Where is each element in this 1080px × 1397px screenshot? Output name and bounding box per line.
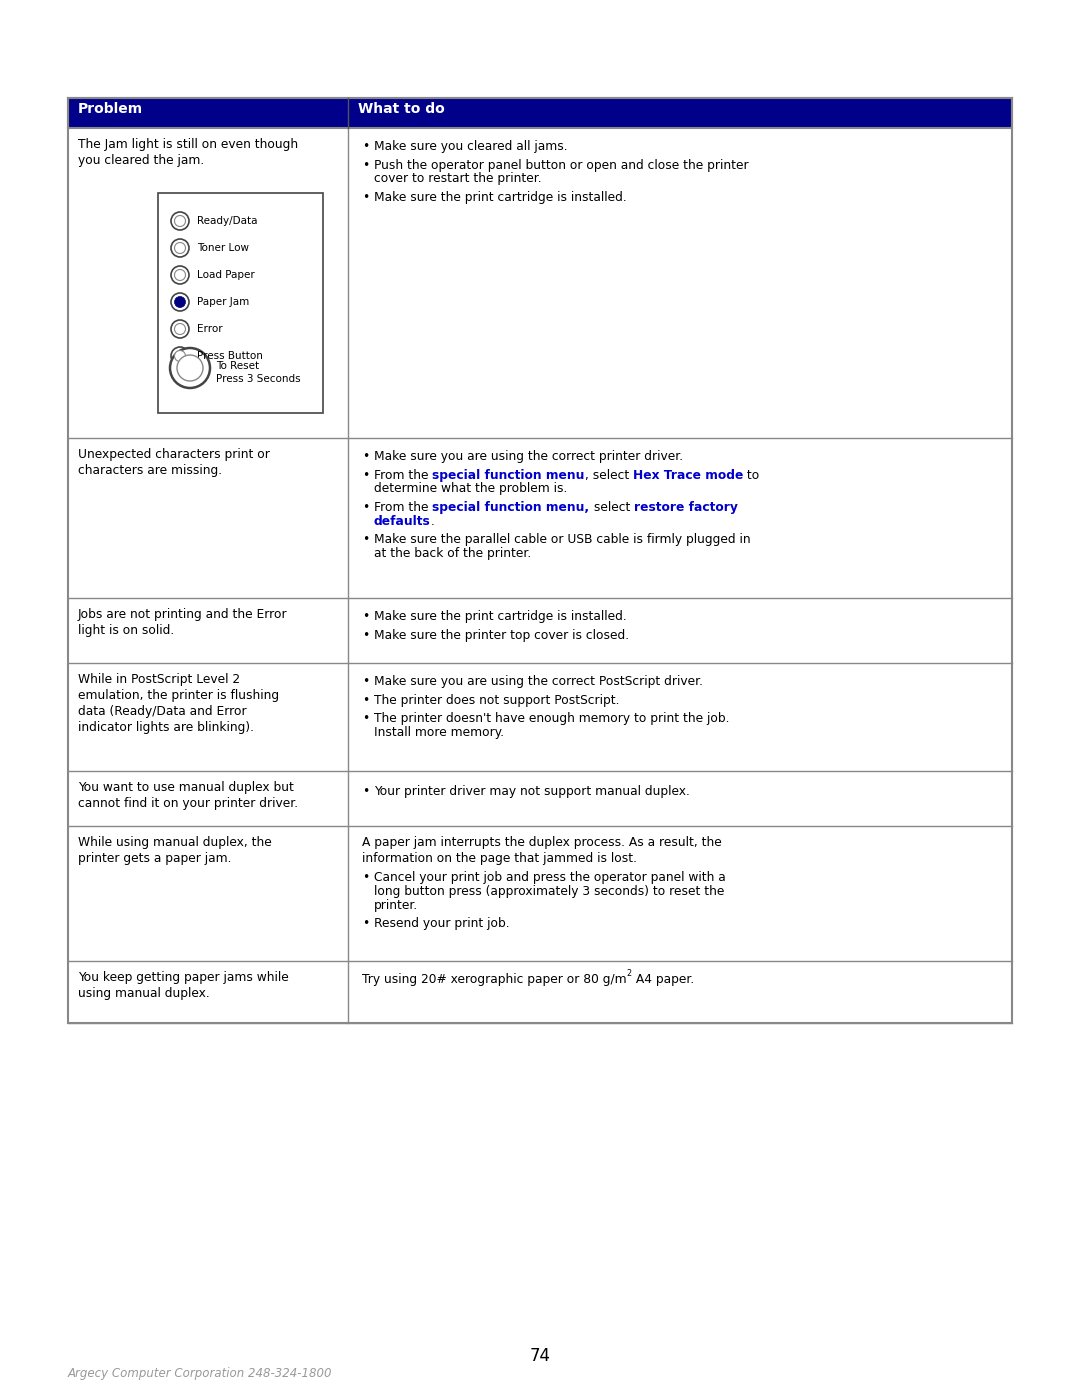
Text: •: •	[362, 159, 369, 172]
Text: From the: From the	[374, 468, 432, 482]
Text: While in PostScript Level 2
emulation, the printer is flushing
data (Ready/Data : While in PostScript Level 2 emulation, t…	[78, 673, 279, 733]
Text: defaults: defaults	[374, 514, 431, 528]
Text: •: •	[362, 534, 369, 546]
Circle shape	[175, 351, 186, 362]
Text: Paper Jam: Paper Jam	[197, 298, 249, 307]
Circle shape	[171, 212, 189, 231]
Text: printer.: printer.	[374, 898, 418, 912]
Text: A paper jam interrupts the duplex process. As a result, the
information on the p: A paper jam interrupts the duplex proces…	[362, 835, 721, 865]
Text: Jobs are not printing and the Error
light is on solid.: Jobs are not printing and the Error ligh…	[78, 608, 287, 637]
Text: .: .	[431, 514, 434, 528]
Text: Error: Error	[197, 324, 222, 334]
Text: •: •	[362, 450, 369, 462]
Circle shape	[175, 324, 186, 334]
Text: •: •	[362, 191, 369, 204]
Text: , select: , select	[584, 468, 633, 482]
Text: •: •	[362, 918, 369, 930]
Text: Cancel your print job and press the operator panel with a: Cancel your print job and press the oper…	[374, 872, 726, 884]
Text: 2: 2	[626, 970, 632, 978]
Text: Install more memory.: Install more memory.	[374, 726, 504, 739]
Circle shape	[175, 215, 186, 226]
Text: Push the operator panel button or open and close the printer: Push the operator panel button or open a…	[374, 159, 748, 172]
Text: Problem: Problem	[78, 102, 144, 116]
Text: •: •	[362, 629, 369, 641]
Text: •: •	[362, 872, 369, 884]
Text: The Jam light is still on even though
you cleared the jam.: The Jam light is still on even though yo…	[78, 138, 298, 168]
Text: special function menu,: special function menu,	[432, 502, 590, 514]
Text: Try using 20# xerographic paper or 80 g/m: Try using 20# xerographic paper or 80 g/…	[362, 972, 626, 986]
Text: defaults: defaults	[374, 514, 431, 528]
Text: A4 paper.: A4 paper.	[632, 972, 694, 986]
Text: Try using 20# xerographic paper or 80 g/m: Try using 20# xerographic paper or 80 g/…	[362, 972, 626, 986]
Text: long button press (approximately 3 seconds) to reset the: long button press (approximately 3 secon…	[374, 884, 725, 898]
Text: special function menu: special function menu	[432, 468, 584, 482]
Text: •: •	[362, 610, 369, 623]
Text: •: •	[362, 468, 369, 482]
Text: Ready/Data: Ready/Data	[197, 217, 257, 226]
Text: Toner Low: Toner Low	[197, 243, 249, 253]
Text: •: •	[362, 785, 369, 798]
Circle shape	[171, 293, 189, 312]
Text: From the: From the	[374, 502, 432, 514]
Text: •: •	[362, 694, 369, 707]
Bar	[68, 98, 1012, 1023]
Text: Make sure the printer top cover is closed.: Make sure the printer top cover is close…	[374, 629, 630, 641]
Text: What to do: What to do	[357, 102, 445, 116]
Text: at the back of the printer.: at the back of the printer.	[374, 546, 531, 560]
Circle shape	[175, 243, 186, 253]
Text: While using manual duplex, the
printer gets a paper jam.: While using manual duplex, the printer g…	[78, 835, 272, 865]
Text: Argecy Computer Corporation 248-324-1800: Argecy Computer Corporation 248-324-1800	[68, 1368, 333, 1380]
Circle shape	[177, 355, 203, 381]
Text: The printer doesn't have enough memory to print the job.: The printer doesn't have enough memory t…	[374, 712, 729, 725]
Text: Make sure the parallel cable or USB cable is firmly plugged in: Make sure the parallel cable or USB cabl…	[374, 534, 751, 546]
Text: Make sure you are using the correct printer driver.: Make sure you are using the correct prin…	[374, 450, 684, 462]
Circle shape	[171, 239, 189, 257]
Text: You want to use manual duplex but
cannot find it on your printer driver.: You want to use manual duplex but cannot…	[78, 781, 298, 810]
Text: •: •	[362, 712, 369, 725]
Text: To Reset: To Reset	[216, 360, 259, 372]
Text: restore factory: restore factory	[634, 502, 738, 514]
Bar	[158, 193, 323, 414]
Text: Your printer driver may not support manual duplex.: Your printer driver may not support manu…	[374, 785, 690, 798]
Text: You keep getting paper jams while
using manual duplex.: You keep getting paper jams while using …	[78, 971, 288, 1000]
Text: Press Button: Press Button	[197, 351, 262, 360]
Text: to: to	[743, 468, 759, 482]
Text: Unexpected characters print or
characters are missing.: Unexpected characters print or character…	[78, 448, 270, 476]
Text: Make sure the print cartridge is installed.: Make sure the print cartridge is install…	[374, 191, 626, 204]
Text: Make sure the print cartridge is installed.: Make sure the print cartridge is install…	[374, 610, 626, 623]
Text: Make sure you are using the correct PostScript driver.: Make sure you are using the correct Post…	[374, 675, 703, 687]
Text: cover to restart the printer.: cover to restart the printer.	[374, 172, 542, 186]
Text: Hex Trace mode: Hex Trace mode	[633, 468, 743, 482]
Circle shape	[171, 320, 189, 338]
Text: Load Paper: Load Paper	[197, 270, 255, 279]
Text: select: select	[590, 502, 634, 514]
Circle shape	[170, 348, 210, 388]
Text: •: •	[362, 140, 369, 154]
Circle shape	[175, 270, 186, 281]
Text: •: •	[362, 502, 369, 514]
Text: The printer does not support PostScript.: The printer does not support PostScript.	[374, 694, 620, 707]
Text: determine what the problem is.: determine what the problem is.	[374, 482, 567, 496]
Text: 74: 74	[529, 1347, 551, 1365]
Text: Resend your print job.: Resend your print job.	[374, 918, 510, 930]
Circle shape	[171, 265, 189, 284]
Circle shape	[175, 296, 186, 307]
Text: Press 3 Seconds: Press 3 Seconds	[216, 374, 300, 384]
Text: 2: 2	[626, 970, 632, 978]
Text: •: •	[362, 675, 369, 687]
Circle shape	[171, 346, 189, 365]
Text: Make sure you cleared all jams.: Make sure you cleared all jams.	[374, 140, 568, 154]
Bar	[68, 98, 1012, 129]
